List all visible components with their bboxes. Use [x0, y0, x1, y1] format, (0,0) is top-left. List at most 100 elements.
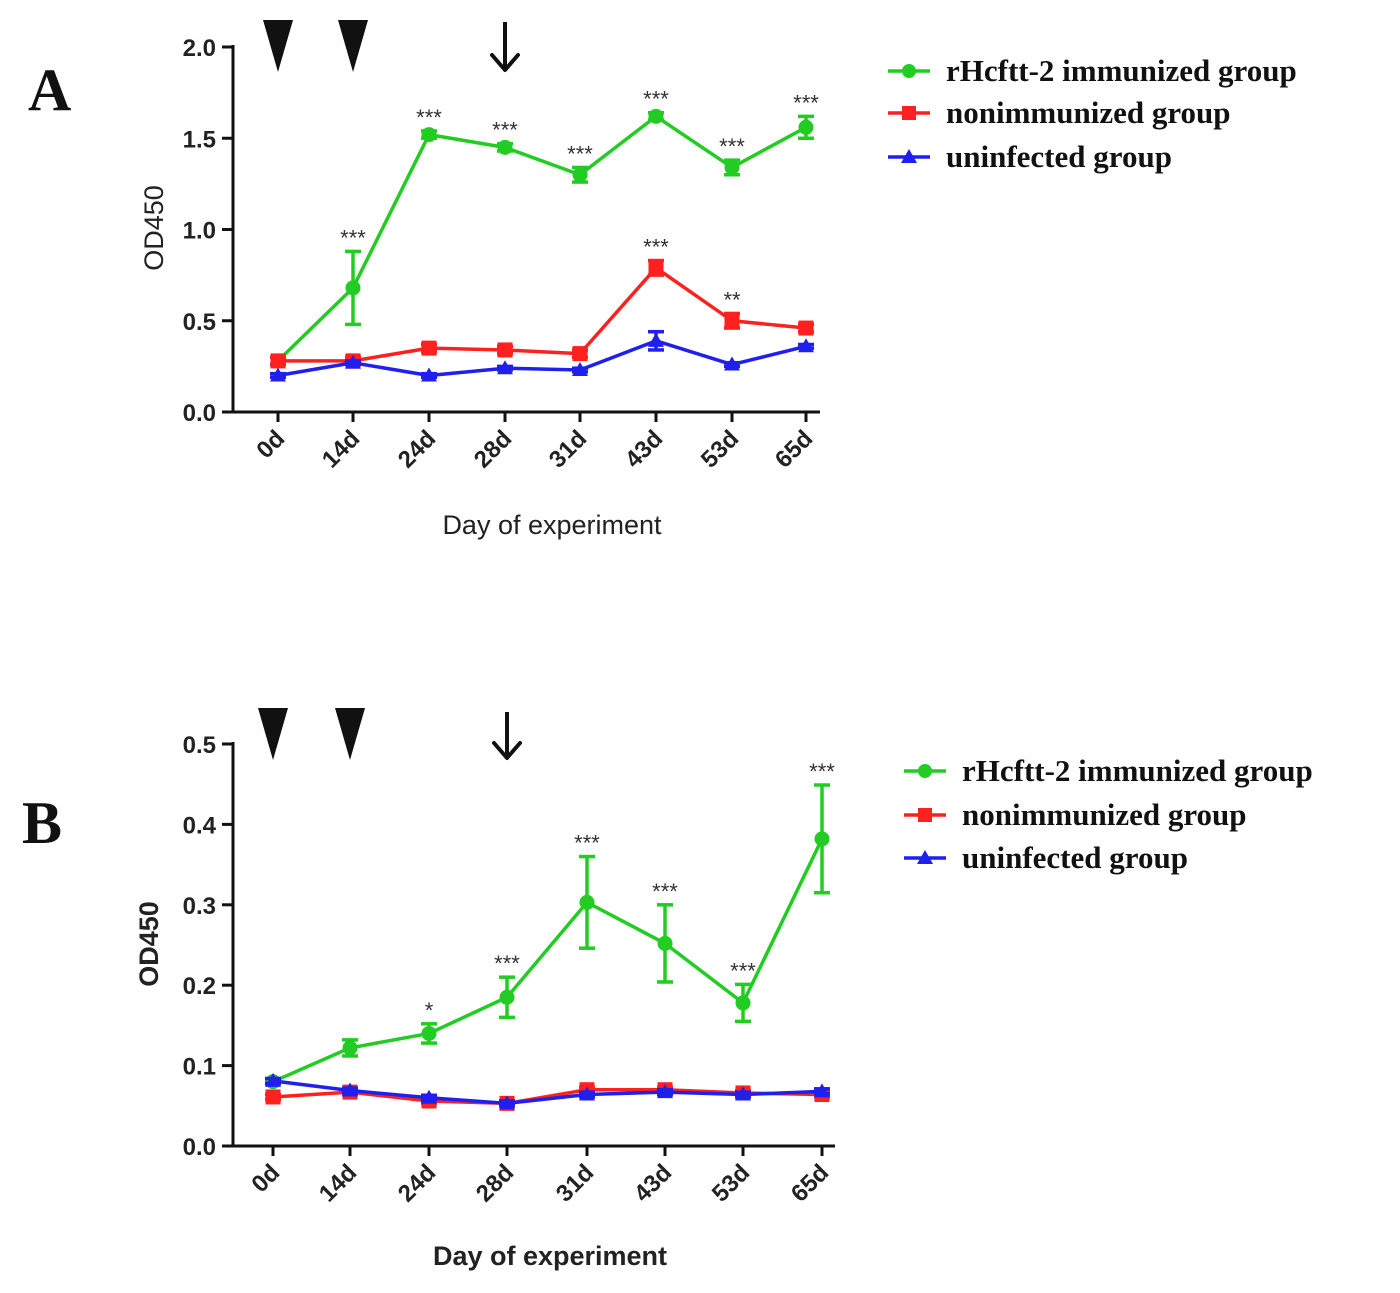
panel-a-significance-label: *** [416, 105, 442, 130]
panel-a-x-tick-label: 28d [469, 425, 517, 473]
immunization-arrowhead-icon [335, 708, 365, 760]
panel-label-a: A [28, 57, 71, 123]
panel-b-annotations [258, 708, 522, 760]
panel-a-series-triangle-point [497, 360, 513, 375]
panel-b-y-tick-label: 0.5 [183, 732, 216, 759]
panel-a-series-square-point [421, 340, 437, 356]
panel-b-legend-label: nonimmunized group [962, 797, 1247, 832]
panel-a-x-tick-label: 0d [251, 425, 290, 464]
panel-b-series-triangle [265, 1072, 830, 1110]
panel-b-x-tick-label: 65d [786, 1159, 834, 1207]
panel-b-legend-marker [918, 764, 932, 778]
panel-label-b: B [22, 790, 62, 856]
panel-a-series-circle-point [421, 127, 437, 143]
panel-a-series-triangle-point [270, 367, 286, 382]
panel-b-series-circle-line [272, 838, 824, 1084]
panel-b-y-tick-label: 0.1 [183, 1054, 216, 1081]
panel-b-y-tick-label: 0.4 [183, 812, 217, 839]
challenge-arrow-head [492, 741, 522, 760]
panel-a-x-tick-label: 24d [393, 425, 441, 473]
panel-b-series-triangle-line [272, 1079, 823, 1106]
panel-a-series-square-line [278, 266, 807, 363]
panel-a-legend-item: nonimmunized group [888, 95, 1231, 130]
panel-b-significance-label: *** [494, 951, 520, 976]
panel-a-series-circle-point [648, 108, 664, 124]
panel-b-y-tick-label: 0.3 [183, 893, 216, 920]
panel-a-y-tick-label: 2.0 [183, 35, 216, 62]
panel-b-series-circle-point [579, 894, 595, 910]
panel-b-x-label: Day of experiment [433, 1241, 667, 1271]
panel-a-series-square-point [798, 320, 814, 336]
panel-b-series-circle-point [342, 1040, 358, 1056]
panel-a-y-tick-label: 1.5 [183, 126, 216, 153]
panel-a-significance-label: *** [793, 90, 819, 115]
panel-b-significance-label: *** [574, 831, 600, 856]
immunization-arrowhead-icon [258, 708, 288, 760]
panel-b-series-triangle-point [657, 1084, 673, 1099]
panel-b-x-tick-label: 0d [246, 1159, 285, 1198]
panel-b-x-tick-label: 28d [471, 1159, 519, 1207]
panel-a-x-tick-label: 53d [696, 425, 744, 473]
panel-a-significance-label: *** [340, 225, 366, 250]
panel-a-significance-label: ** [723, 287, 741, 312]
panel-b-y-tick-label: 0.2 [183, 973, 216, 1000]
panel-b-y-label: OD450 [134, 901, 164, 987]
panel-a-annotations [263, 20, 520, 72]
panel-a-legend: rHcftt-2 immunized group nonimmunized gro… [888, 53, 1297, 174]
challenge-arrow-icon [490, 22, 520, 72]
panel-a-x-tick-label: 31d [544, 425, 592, 473]
panel-a-legend-marker [902, 106, 916, 120]
panel-a-legend-item: uninfected group [888, 139, 1172, 174]
panel-b-x-tick-label: 53d [707, 1159, 755, 1207]
immunization-arrowhead-icon [338, 20, 368, 72]
panel-a-y-tick-label: 1.0 [183, 218, 216, 245]
panel-a-series-triangle-point [648, 332, 664, 347]
panel-a-significance-label: *** [719, 134, 745, 159]
panel-b-series-square-point [265, 1089, 281, 1105]
panel-a-series-circle-line [276, 114, 807, 363]
panel-a-series-circle-point [798, 119, 814, 135]
panel-a-x-tick-label: 65d [770, 425, 818, 473]
panel-b-series-circle [265, 783, 830, 1090]
panel-a-significance-label: *** [643, 87, 669, 112]
panel-a-series-triangle-point [421, 367, 437, 382]
panel-b-series-triangle-point [265, 1072, 281, 1087]
panel-b-x-tick-label: 24d [393, 1159, 441, 1207]
panel-a-legend-label: rHcftt-2 immunized group [946, 53, 1297, 88]
panel-b-legend-marker [917, 850, 933, 864]
panel-b-significance-label: *** [809, 759, 835, 784]
panel-b-series-triangle-point [579, 1086, 595, 1101]
panel-b-legend-label: uninfected group [962, 840, 1188, 875]
panel-a-series-triangle-point [798, 338, 814, 353]
panel-b-legend-item: uninfected group [904, 840, 1188, 875]
panel-a-significance: ************************** [340, 87, 819, 313]
panel-b-significance-label: *** [652, 879, 678, 904]
panel-a-x-tick-label: 14d [317, 425, 365, 473]
panel-b-y-tick-label: 0.0 [183, 1134, 216, 1161]
panel-a-series-square-point [648, 260, 664, 276]
panel-a-series-square-point [724, 313, 740, 329]
panel-b-series-circle-point [421, 1025, 437, 1041]
panel-a-series-square-point [497, 342, 513, 358]
panel-a-legend-marker [902, 64, 916, 78]
panel-b-series-triangle-point [814, 1083, 830, 1098]
panel-b-series-triangle-point [342, 1082, 358, 1097]
panel-a-series-triangle-point [345, 354, 361, 369]
panel-a-legend-label: nonimmunized group [946, 95, 1231, 130]
panel-a-series-triangle-point [572, 362, 588, 377]
panel-b-series-triangle-point [735, 1086, 751, 1101]
panel-a: A 0.0 0.5 1.0 1.5 2.0 0d 14d 24d 28d 31d 43d 53d 65d… [28, 20, 1297, 540]
panel-a-legend-label: uninfected group [946, 139, 1172, 174]
panel-b-significance: **************** [425, 759, 836, 1023]
panel-a-series-triangle-line [277, 339, 807, 378]
challenge-arrow-head [490, 53, 520, 72]
panel-b-significance-label: * [425, 998, 434, 1023]
panel-b-series-circle-point [814, 831, 830, 847]
panel-b-legend: rHcftt-2 immunized group nonimmunized gro… [904, 753, 1313, 875]
panel-b: B 0.0 0.1 0.2 0.3 0.4 0.5 0d 14d 24d 28d 31d 43d 53d… [22, 708, 1313, 1271]
panel-a-significance-label: *** [567, 141, 593, 166]
panel-a-series [270, 108, 814, 382]
panel-a-significance-label: *** [492, 118, 518, 143]
panel-b-series-circle-point [499, 989, 515, 1005]
